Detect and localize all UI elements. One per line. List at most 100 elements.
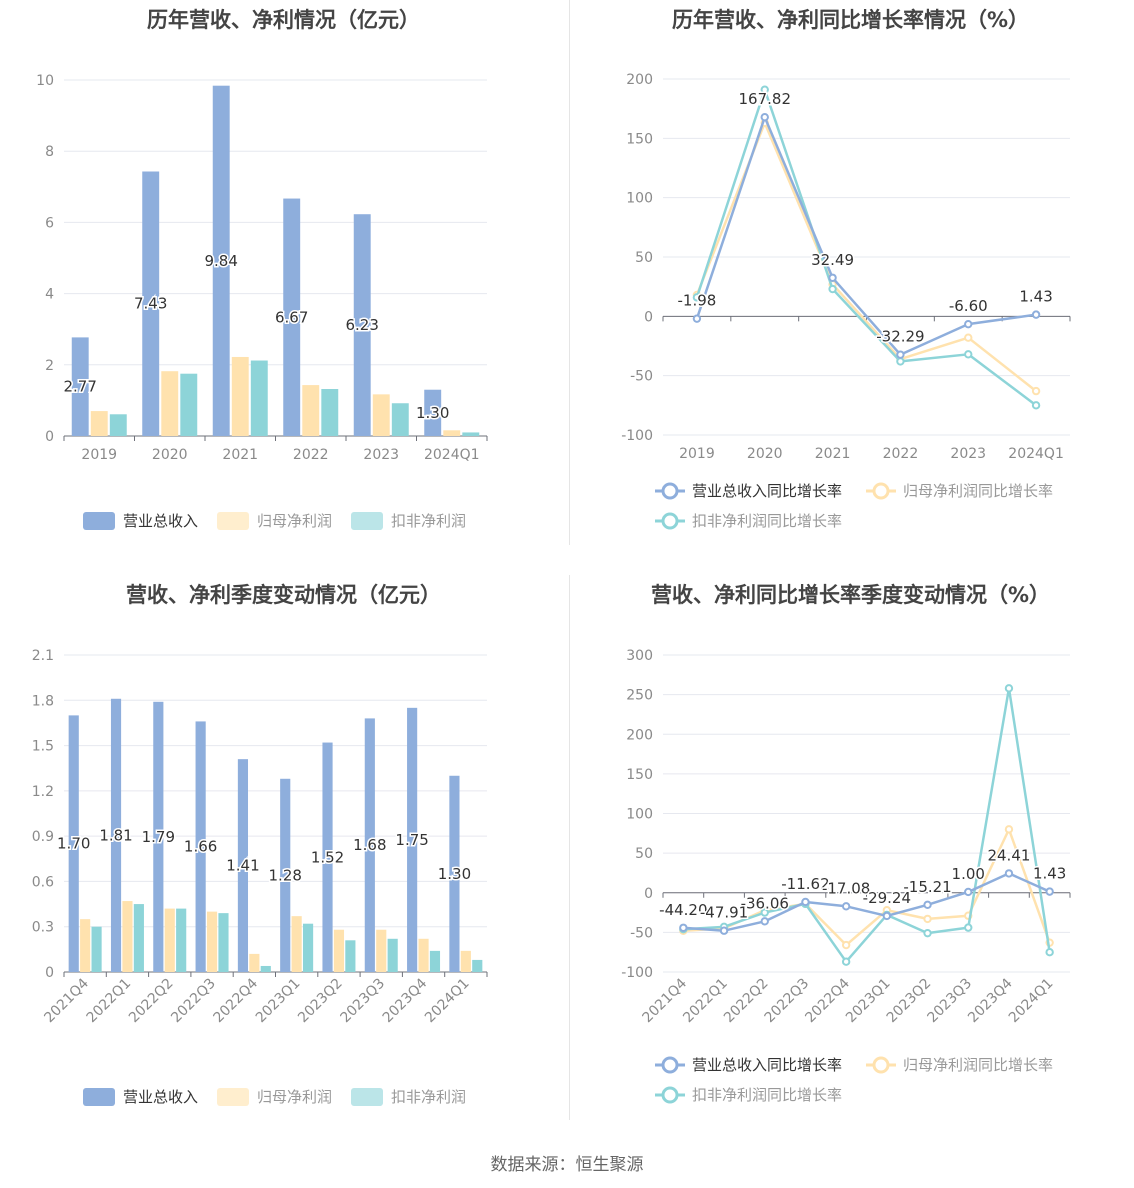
bar — [424, 389, 442, 436]
data-label: 1.43 — [1019, 288, 1052, 306]
y-tick-label: 2.1 — [32, 648, 54, 664]
y-tick-label: 200 — [626, 72, 653, 88]
y-tick-label: -50 — [630, 369, 653, 385]
bar — [443, 430, 461, 436]
bar — [109, 414, 127, 436]
data-label: 1.79 — [142, 828, 175, 846]
bar — [449, 775, 460, 972]
data-label: -47.91 — [700, 904, 748, 922]
bar — [237, 759, 249, 972]
data-point — [760, 917, 769, 926]
bar — [212, 85, 230, 437]
x-tick-label: 2020 — [152, 447, 188, 463]
data-label: 1.68 — [353, 836, 386, 854]
bar — [280, 778, 291, 972]
data-label: 7.43 — [134, 295, 167, 313]
bar — [376, 929, 387, 972]
data-label: 1.30 — [438, 865, 471, 883]
data-point — [1004, 684, 1014, 693]
bar — [302, 923, 314, 972]
bar — [68, 715, 79, 972]
bar — [153, 701, 164, 972]
x-tick-label: 2021 — [815, 446, 851, 462]
x-tick-label: 2023Q4 — [380, 975, 431, 1026]
x-tick-label: 2022Q2 — [126, 976, 177, 1027]
data-label: 1.75 — [395, 831, 428, 849]
data-label: 32.49 — [811, 251, 854, 269]
bar — [387, 938, 398, 972]
x-tick-label: 2022 — [293, 447, 329, 463]
annual-revenue-profit-panel: 历年营收、净利情况（亿元） 0 2 4 6 8 10 2019 2020 2021 2022 202… — [0, 0, 567, 560]
data-label: 1.43 — [1033, 865, 1066, 883]
y-tick-label: -100 — [621, 428, 653, 444]
bar — [122, 901, 133, 972]
series-line — [683, 687, 1051, 963]
legend-swatch — [351, 512, 383, 530]
legend-label: 归母净利润 — [257, 1088, 332, 1106]
bar — [283, 198, 301, 436]
x-tick-label: 2022Q1 — [84, 976, 135, 1027]
series-line — [683, 872, 1051, 932]
x-tick-label: 2020 — [747, 446, 783, 462]
y-tick-label: 2 — [45, 358, 54, 374]
data-label: 1.70 — [57, 835, 90, 853]
bar — [302, 385, 320, 436]
bar — [195, 721, 206, 972]
data-label: -29.24 — [863, 889, 911, 907]
legend-swatch — [351, 1088, 383, 1106]
x-tick-label: 2022Q2 — [721, 976, 772, 1027]
legend-marker — [872, 1056, 890, 1074]
bar — [231, 356, 249, 436]
data-point — [964, 350, 973, 359]
y-tick-label: 300 — [626, 648, 653, 664]
data-label: -36.06 — [741, 894, 789, 912]
x-tick-label: 2023Q1 — [253, 976, 304, 1027]
bar — [176, 908, 187, 972]
bar — [291, 916, 302, 972]
legend-marker — [872, 482, 890, 500]
x-tick-label: 2023Q2 — [884, 976, 935, 1027]
bar — [472, 959, 483, 972]
legend-label: 营业总收入 — [123, 1088, 198, 1106]
x-tick-label: 2023Q1 — [843, 976, 894, 1027]
legend-swatch — [217, 512, 249, 530]
bar — [161, 371, 179, 436]
legend-marker — [661, 1086, 679, 1104]
quarterly-revenue-profit-chart: 0 0.3 0.6 0.9 1.2 1.5 1.8 2.1 2021Q42022Q12022Q2… — [32, 648, 488, 1106]
data-label: 1.81 — [99, 826, 132, 844]
chart-title: 营收、净利季度变动情况（亿元） — [126, 583, 441, 607]
y-tick-label: 8 — [45, 144, 54, 160]
y-tick-label: 0 — [644, 309, 653, 325]
data-point — [964, 333, 973, 342]
data-point — [964, 887, 973, 897]
x-tick-label: 2024Q1 — [422, 976, 473, 1027]
y-tick-label: 100 — [626, 807, 653, 823]
quarterly-growth-rate-panel: 营收、净利同比增长率季度变动情况（%） -100 -50 0 50 100 150 200 2… — [567, 575, 1134, 1135]
y-tick-label: 6 — [45, 215, 54, 231]
bar — [353, 214, 371, 436]
data-point — [1031, 386, 1041, 396]
y-tick-label: 1.8 — [32, 693, 54, 709]
chart-title: 历年营收、净利同比增长率情况（%） — [671, 8, 1030, 32]
y-tick-label: 150 — [626, 131, 653, 147]
data-point — [841, 957, 851, 966]
legend-swatch — [83, 1088, 115, 1106]
bar — [164, 908, 175, 972]
data-point — [692, 293, 702, 302]
quarterly-growth-rate-chart: -100-500501001502002503002021Q42022Q1202… — [621, 648, 1071, 1104]
y-tick-label: 150 — [626, 767, 653, 783]
legend-swatch — [83, 512, 115, 530]
legend-label: 归母净利润同比增长率 — [903, 482, 1053, 500]
legend-marker — [661, 1056, 679, 1074]
x-tick-label: 2019 — [81, 447, 117, 463]
bar — [333, 929, 345, 972]
x-tick-label: 2023Q3 — [924, 976, 975, 1027]
y-tick-label: 0 — [45, 965, 54, 981]
x-tick-label: 2024Q1 — [424, 447, 480, 463]
bar — [250, 360, 268, 436]
x-tick-label: 2023 — [363, 447, 399, 463]
x-tick-label: 2021Q4 — [41, 975, 92, 1026]
series-line — [695, 115, 1037, 356]
y-tick-label: 250 — [626, 688, 653, 704]
data-label: -15.21 — [903, 878, 951, 896]
